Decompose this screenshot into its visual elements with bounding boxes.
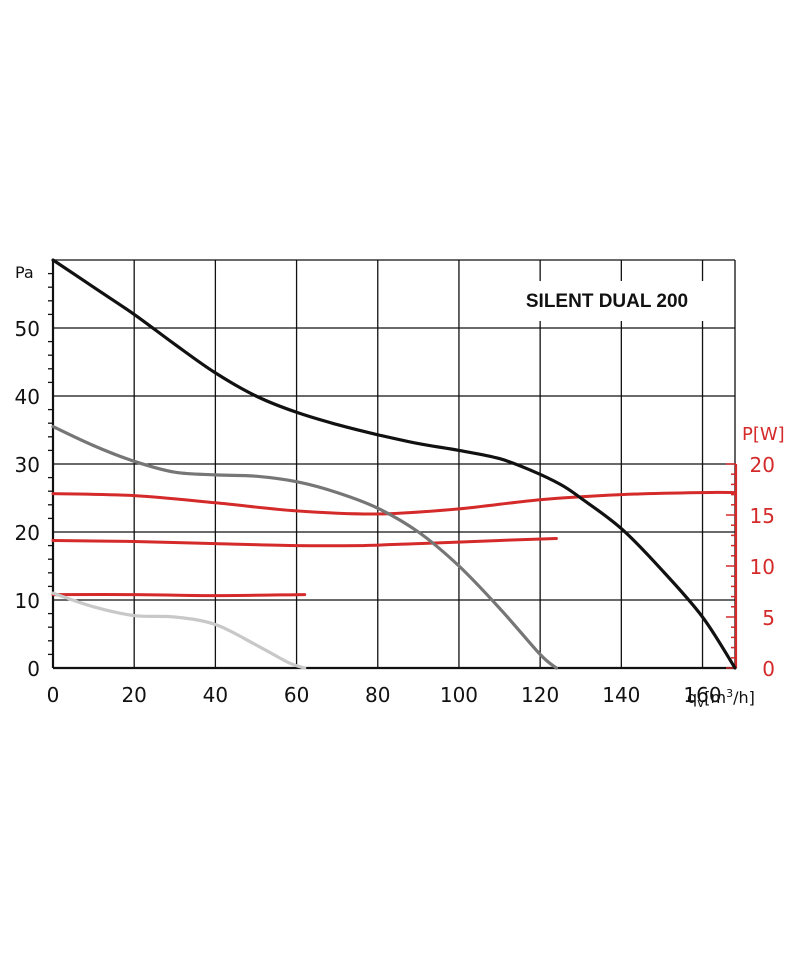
x-unit-sup: 3 bbox=[726, 687, 733, 700]
left-axis-minor-ticks bbox=[48, 272, 736, 669]
x-tick-label: 0 bbox=[47, 683, 60, 707]
left-tick-label: 30 bbox=[15, 453, 40, 477]
pressure-curve-0 bbox=[51, 258, 737, 670]
right-tick-label: 15 bbox=[750, 504, 775, 528]
x-tick-label: 100 bbox=[440, 683, 478, 707]
chart-title: SILENT DUAL 200 bbox=[526, 291, 688, 312]
x-tick-label: 160 bbox=[683, 683, 721, 707]
x-unit-sub: v bbox=[697, 696, 704, 710]
x-unit-open: [m bbox=[704, 688, 726, 707]
x-tick-label: 140 bbox=[602, 683, 640, 707]
x-tick-label: 80 bbox=[365, 683, 390, 707]
power-curve-5 bbox=[51, 593, 307, 598]
x-tick-label: 40 bbox=[203, 683, 228, 707]
x-axis-tick-labels: 0 20 40 60 80 100 120 140 160 bbox=[47, 683, 722, 707]
x-tick-label: 60 bbox=[284, 683, 309, 707]
grid bbox=[51, 259, 738, 670]
x-unit-base: q bbox=[687, 688, 697, 707]
series-lines bbox=[51, 258, 737, 670]
chart-title-box bbox=[508, 281, 708, 321]
left-tick-label: 40 bbox=[15, 385, 40, 409]
x-unit-close: /h] bbox=[733, 688, 755, 707]
x-axis-unit: qv[m3/h] bbox=[687, 687, 755, 710]
left-tick-label: 10 bbox=[15, 589, 40, 613]
right-axis-tick-labels: 0 5 10 15 20 bbox=[750, 453, 775, 681]
right-tick-label: 5 bbox=[762, 606, 775, 630]
pressure-curve-2 bbox=[51, 591, 307, 670]
left-axis-unit: Pa bbox=[15, 263, 34, 282]
left-axis-tick-labels: 0 10 20 30 40 50 bbox=[15, 317, 40, 681]
power-curve-4 bbox=[51, 537, 558, 548]
left-tick-label: 50 bbox=[15, 317, 40, 341]
left-tick-label: 20 bbox=[15, 521, 40, 545]
x-tick-label: 20 bbox=[121, 683, 146, 707]
pressure-curve-1 bbox=[51, 425, 558, 670]
right-axis-unit: P[W] bbox=[742, 424, 785, 445]
right-tick-label: 20 bbox=[750, 453, 775, 477]
power-curve-3 bbox=[51, 490, 737, 516]
left-tick-label: 0 bbox=[27, 657, 40, 681]
x-tick-label: 120 bbox=[521, 683, 559, 707]
right-tick-label: 0 bbox=[762, 657, 775, 681]
right-tick-label: 10 bbox=[750, 555, 775, 579]
